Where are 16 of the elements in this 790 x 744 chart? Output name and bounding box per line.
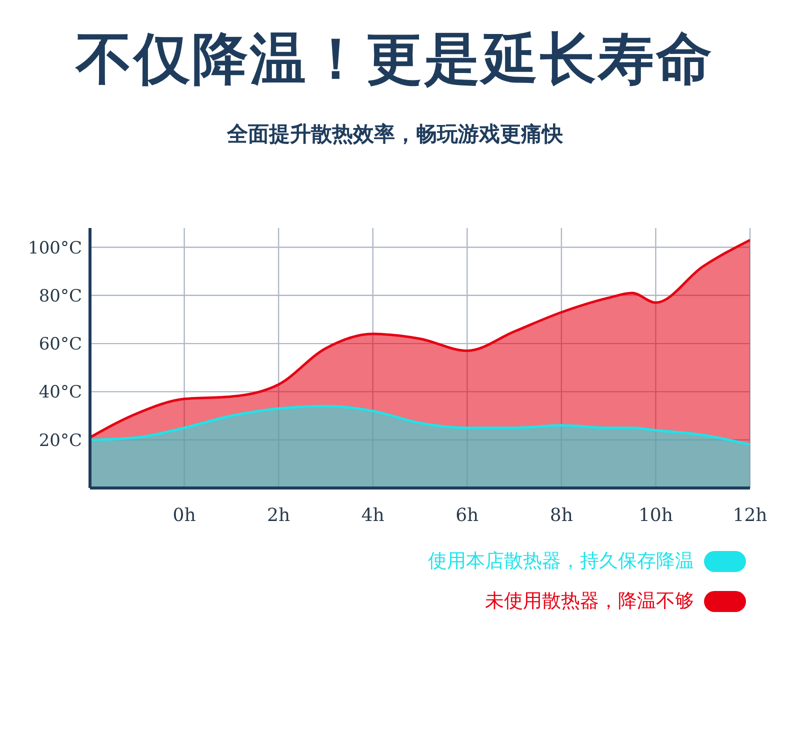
legend-label: 使用本店散热器，持久保存降温	[428, 549, 694, 574]
y-tick-label: 60°C	[38, 334, 82, 355]
chart-subtitle: 全面提升散热效率，畅玩游戏更痛快	[226, 121, 564, 148]
x-tick-label: 2h	[267, 504, 290, 526]
x-tick-label: 12h	[732, 504, 768, 526]
y-tick-label: 20°C	[38, 430, 82, 451]
y-tick-label: 80°C	[38, 286, 82, 306]
x-tick-label: 6h	[456, 504, 480, 526]
x-tick-label: 0h	[172, 504, 196, 526]
y-tick-label: 40°C	[38, 382, 82, 403]
legend-label: 未使用散热器，降温不够	[485, 589, 694, 614]
x-tick-label: 8h	[550, 504, 574, 526]
x-tick-label: 10h	[638, 504, 674, 526]
y-tick-label: 100°C	[28, 238, 82, 258]
chart-title: 不仅降温！更是延长寿命	[74, 26, 715, 94]
x-tick-label: 4h	[361, 504, 385, 526]
